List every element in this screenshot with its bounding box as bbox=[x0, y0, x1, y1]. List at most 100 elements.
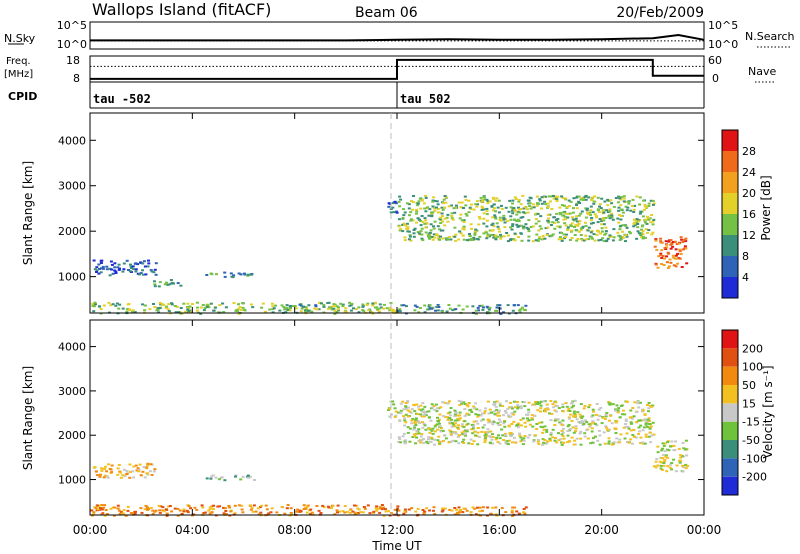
heatmap-cell bbox=[620, 404, 624, 407]
heatmap-cell bbox=[451, 218, 455, 221]
heatmap-cell bbox=[536, 401, 540, 404]
heatmap-cell bbox=[214, 476, 218, 479]
heatmap-cell bbox=[619, 433, 623, 436]
heatmap-cell bbox=[597, 408, 601, 411]
heatmap-cell bbox=[527, 230, 531, 233]
heatmap-cell bbox=[476, 306, 480, 309]
heatmap-cell bbox=[517, 220, 521, 223]
heatmap-cell bbox=[481, 206, 485, 209]
heatmap-cell bbox=[378, 511, 382, 514]
heatmap-cell bbox=[591, 441, 595, 444]
heatmap-cell bbox=[285, 507, 289, 510]
colorbar-tick-label: 15 bbox=[742, 397, 756, 410]
heatmap-cell bbox=[535, 428, 539, 430]
heatmap-cell bbox=[427, 214, 431, 217]
heatmap-cell bbox=[139, 474, 143, 477]
heatmap-cell bbox=[618, 239, 622, 241]
heatmap-cell bbox=[672, 449, 676, 452]
heatmap-cell bbox=[453, 425, 457, 428]
heatmap-cell bbox=[408, 234, 412, 237]
heatmap-cell bbox=[550, 208, 554, 210]
heatmap-cell bbox=[428, 431, 432, 434]
heatmap-cell bbox=[485, 213, 489, 216]
heatmap-cell bbox=[111, 272, 115, 275]
heatmap-cell bbox=[462, 228, 466, 231]
heatmap-cell bbox=[389, 211, 393, 214]
heatmap-cell bbox=[588, 211, 592, 214]
heatmap-cell bbox=[419, 409, 423, 412]
heatmap-cell bbox=[450, 204, 453, 207]
heatmap-cell bbox=[93, 466, 97, 469]
heatmap-cell bbox=[419, 404, 423, 407]
heatmap-cell bbox=[481, 412, 485, 415]
heatmap-cell bbox=[649, 199, 653, 202]
heatmap-cell bbox=[446, 419, 450, 421]
heatmap-cell bbox=[533, 434, 537, 437]
heatmap-cell bbox=[624, 205, 628, 208]
heatmap-cell bbox=[561, 410, 565, 413]
heatmap-cell bbox=[494, 438, 498, 441]
heatmap-cell bbox=[647, 202, 651, 205]
heatmap-cell bbox=[483, 441, 487, 444]
heatmap-cell bbox=[577, 214, 581, 217]
heatmap-cell bbox=[300, 307, 304, 310]
heatmap-cell bbox=[113, 266, 117, 269]
colorbar-tick-label: 200 bbox=[742, 342, 763, 355]
heatmap-cell bbox=[454, 422, 457, 425]
heatmap-cell bbox=[596, 221, 600, 224]
heatmap-cell bbox=[315, 505, 319, 507]
heatmap-cell bbox=[424, 414, 428, 417]
heatmap-cell bbox=[139, 507, 143, 510]
heatmap-cell bbox=[335, 509, 339, 512]
heatmap-cell bbox=[136, 263, 140, 266]
heatmap-cell bbox=[466, 405, 470, 408]
heatmap-cell bbox=[280, 505, 284, 508]
heatmap-cell bbox=[606, 428, 610, 431]
heatmap-cell bbox=[646, 404, 649, 406]
heatmap-cell bbox=[527, 219, 531, 222]
heatmap-cell bbox=[666, 267, 670, 269]
heatmap-cell bbox=[593, 423, 597, 425]
heatmap-cell bbox=[579, 443, 583, 446]
heatmap-cell bbox=[495, 436, 499, 439]
heatmap-cell bbox=[618, 196, 622, 199]
heatmap-cell bbox=[146, 464, 150, 467]
heatmap-cell bbox=[121, 474, 125, 477]
heatmap-cell bbox=[391, 310, 395, 313]
heatmap-cell bbox=[184, 310, 188, 313]
heatmap-cell bbox=[379, 507, 383, 510]
heatmap-cell bbox=[616, 217, 620, 220]
heatmap-cell bbox=[422, 202, 426, 205]
heatmap-cell bbox=[409, 219, 413, 222]
heatmap-cell bbox=[490, 513, 494, 516]
heatmap-cell bbox=[618, 438, 622, 441]
heatmap-cell bbox=[186, 302, 190, 305]
heatmap-cell bbox=[425, 222, 429, 225]
heatmap-cell bbox=[419, 220, 423, 222]
heatmap-cell bbox=[567, 417, 571, 420]
heatmap-cell bbox=[131, 470, 135, 473]
heatmap-cell bbox=[206, 304, 210, 307]
heatmap-cell bbox=[400, 304, 404, 307]
heatmap-cell bbox=[125, 310, 129, 313]
heatmap-cell bbox=[428, 307, 432, 310]
heatmap-cell bbox=[471, 305, 475, 308]
heatmap-cell bbox=[298, 303, 302, 306]
heatmap-cell bbox=[569, 200, 573, 203]
heatmap-cell bbox=[482, 196, 486, 199]
heatmap-cell bbox=[175, 305, 179, 308]
heatmap-cell bbox=[621, 224, 625, 227]
heatmap-cell bbox=[307, 304, 311, 307]
heatmap-cell bbox=[494, 217, 498, 220]
heatmap-cell bbox=[474, 434, 477, 437]
heatmap-cell bbox=[500, 207, 504, 210]
heatmap-cell bbox=[241, 302, 245, 305]
heatmap-cell bbox=[616, 231, 620, 234]
heatmap-cell bbox=[361, 511, 365, 514]
heatmap-cell bbox=[564, 224, 568, 227]
heatmap-cell bbox=[327, 506, 331, 509]
heatmap-cell bbox=[623, 413, 627, 416]
heatmap-cell bbox=[578, 432, 582, 435]
heatmap-cell bbox=[404, 405, 408, 408]
heatmap-cell bbox=[663, 247, 667, 249]
